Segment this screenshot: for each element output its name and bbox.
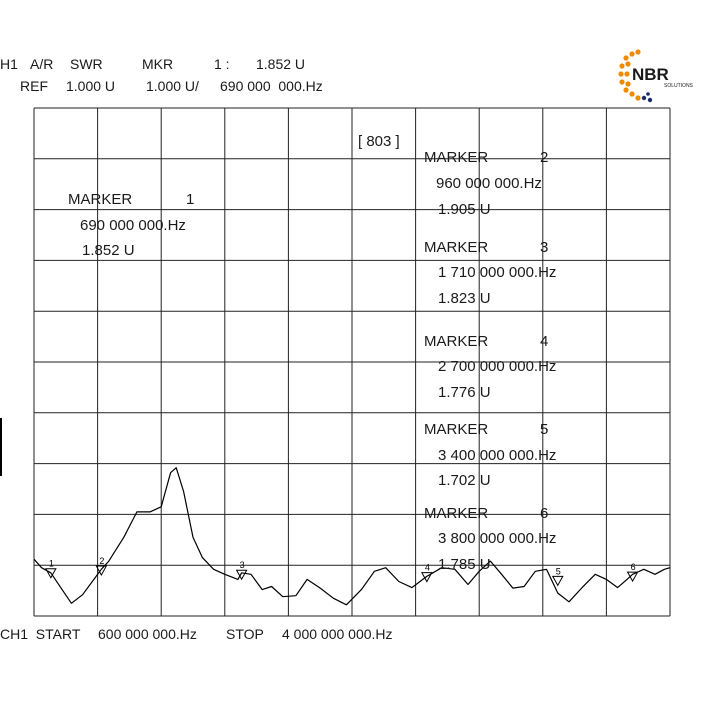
left-edge-indicator (0, 418, 2, 476)
marker2-frequency: 960 000 000.Hz (436, 175, 542, 192)
logo-dots-icon (618, 49, 641, 101)
marker-triangle-icon (235, 569, 248, 581)
marker-point-label: 4 (425, 563, 430, 573)
marker1-value: 1.852 U (82, 242, 135, 259)
marker4-label: MARKER (424, 333, 489, 350)
marker5-number: 5 (540, 421, 549, 438)
marker6-number: 6 (540, 505, 549, 522)
marker2-number: 2 (540, 149, 549, 166)
marker4-number: 4 (540, 333, 549, 350)
marker4-frequency: 2 700 000 000.Hz (438, 358, 557, 375)
marker6-value: 1.785 U (438, 556, 491, 573)
marker-point-label: 5 (556, 566, 561, 576)
marker-triangle-icon (626, 571, 639, 583)
logo-text: NBR (632, 65, 669, 84)
ar-label: A/R (30, 56, 54, 72)
marker6-frequency: 3 800 000 000.Hz (438, 530, 557, 547)
marker-triangle-icon (44, 568, 57, 579)
marker4-value: 1.776 U (438, 384, 491, 401)
marker5-frequency: 3 400 000 000.Hz (438, 447, 557, 464)
scale-value: 1.000 U/ (146, 78, 199, 94)
marker1-label: MARKER (68, 191, 133, 208)
mkr-label: MKR (142, 56, 174, 72)
start-label: CH1 START (0, 626, 81, 642)
mkr-number: 1 : (214, 56, 230, 72)
format-label: SWR (70, 56, 103, 72)
nbr-solutions-logo: NBR SOLUTIONS (618, 48, 702, 110)
ref-label: REF (20, 78, 48, 94)
ref-frequency: 690 000 000.Hz (220, 78, 323, 94)
marker-triangle-icon (95, 565, 108, 577)
channel-label: H1 (0, 56, 18, 72)
stop-label: STOP (226, 626, 264, 642)
marker3-label: MARKER (424, 239, 489, 256)
stop-frequency: 4 000 000 000.Hz (282, 626, 393, 642)
points-count: [ 803 ] (358, 133, 400, 150)
marker2-label: MARKER (424, 149, 489, 166)
marker-triangle-icon (420, 572, 433, 583)
marker5-value: 1.702 U (438, 472, 491, 489)
marker1-frequency: 690 000 000.Hz (80, 217, 186, 234)
marker-point-label: 6 (631, 562, 636, 572)
marker-point-label: 3 (240, 560, 245, 570)
ref-value: 1.000 U (66, 78, 116, 94)
marker2-value: 1.905 U (438, 201, 491, 218)
marker6-label: MARKER (424, 505, 489, 522)
marker3-value: 1.823 U (438, 290, 491, 307)
marker-triangle-icon (551, 575, 564, 587)
marker-point-label: 2 (99, 556, 104, 566)
mkr-value: 1.852 U (256, 56, 306, 72)
start-frequency: 600 000 000.Hz (98, 626, 197, 642)
marker5-label: MARKER (424, 421, 489, 438)
logo-subtext: SOLUTIONS (664, 83, 694, 89)
marker1-number: 1 (186, 191, 195, 208)
marker3-number: 3 (540, 239, 549, 256)
marker-point-label: 1 (49, 559, 54, 569)
marker3-frequency: 1 710 000 000.Hz (438, 264, 557, 281)
swr-trace (33, 467, 671, 606)
